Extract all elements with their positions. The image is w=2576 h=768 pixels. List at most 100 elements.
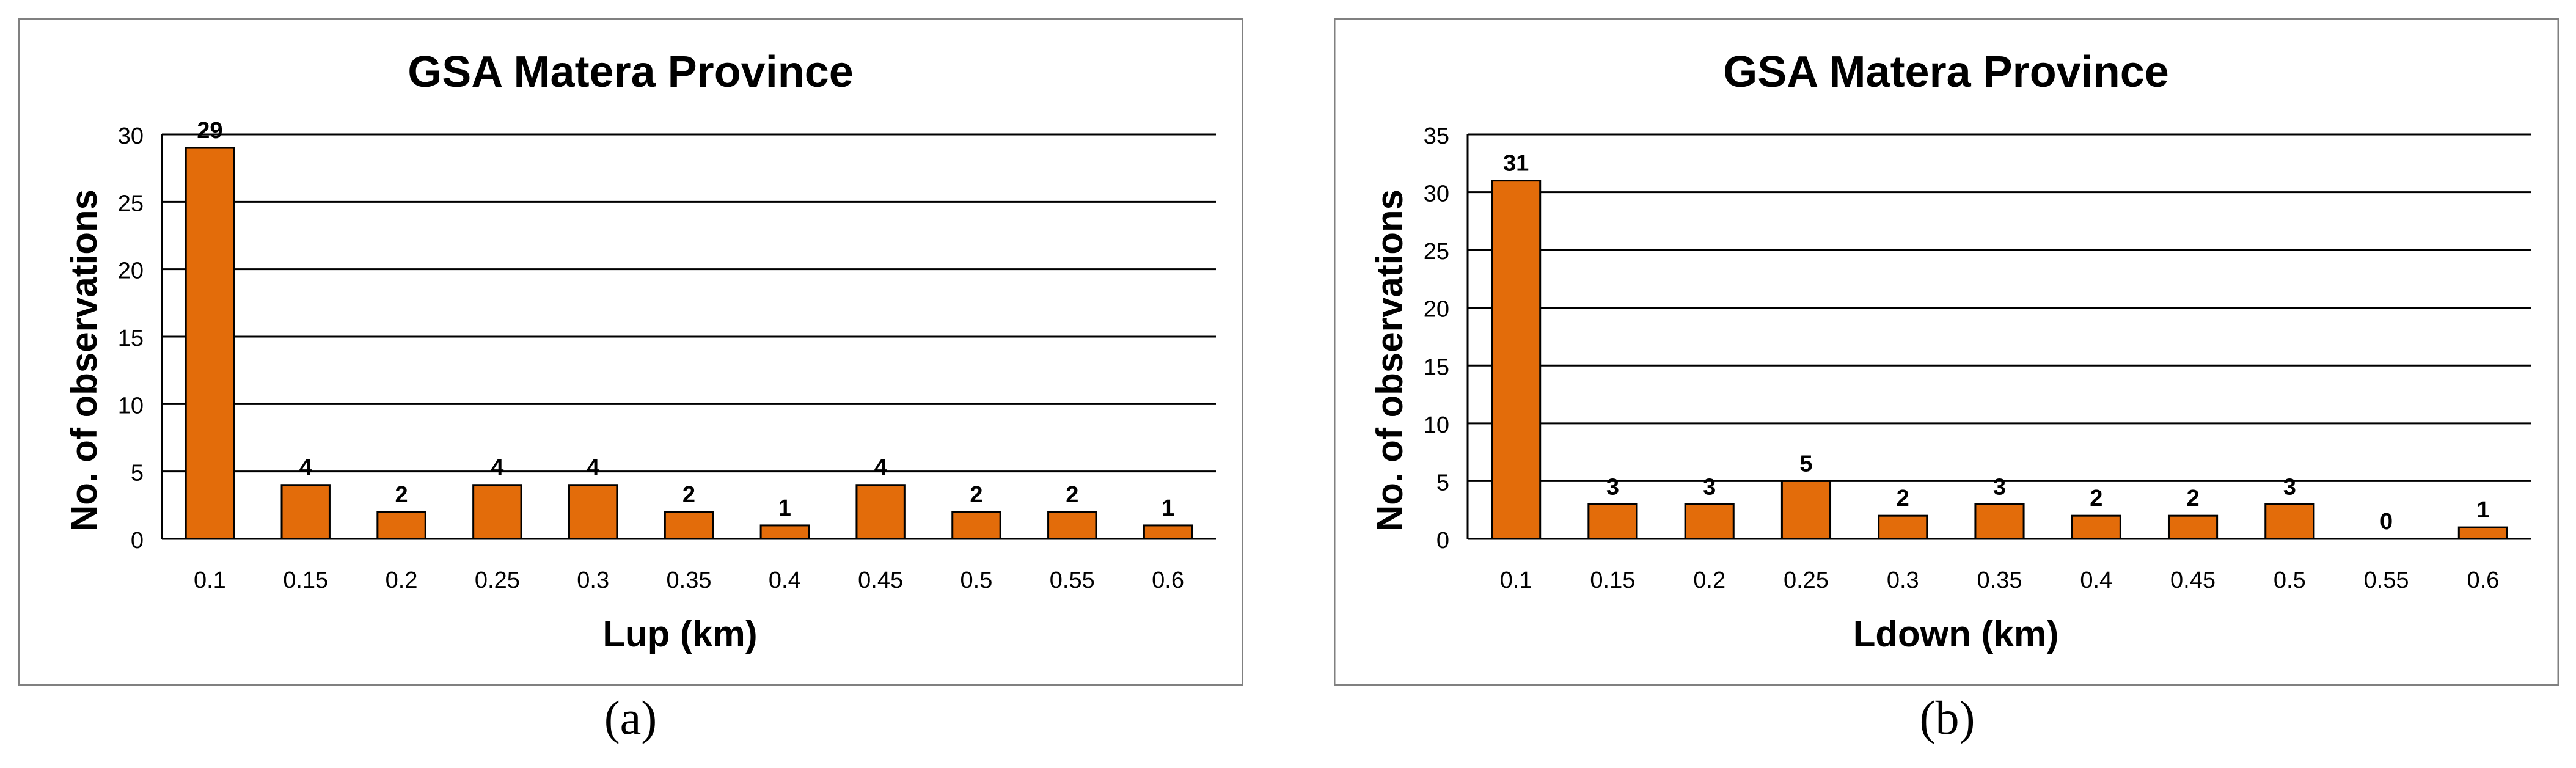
data-label: 3: [1703, 474, 1716, 500]
x-tick-label: 0.25: [475, 568, 520, 593]
bar: [664, 511, 714, 540]
y-tick-label: 20: [118, 258, 144, 284]
chart-title: GSA Matera Province: [1723, 48, 2169, 97]
x-tick-label: 0.1: [194, 568, 226, 593]
chart-a: GSA Matera Province No. of observations …: [18, 18, 1243, 686]
x-tick-label: 0.3: [577, 568, 609, 593]
x-tick-label: 0.15: [283, 568, 328, 593]
x-tick-label: 0.2: [1693, 568, 1725, 593]
y-tick-label: 30: [118, 123, 144, 149]
data-label: 2: [2090, 486, 2102, 511]
y-tick-label: 5: [1436, 470, 1449, 496]
y-tick-label: 10: [1424, 412, 1449, 438]
data-label: 31: [1503, 151, 1529, 177]
bar: [855, 484, 906, 540]
bar: [1684, 503, 1735, 540]
bar: [2071, 514, 2121, 540]
x-tick-label: 0.15: [1590, 568, 1635, 593]
x-tick-label: 0.6: [2467, 568, 2499, 593]
x-tick-label: 0.35: [1977, 568, 2022, 593]
x-tick-labels: 0.1 0.15 0.2 0.25 0.3 0.35 0.4 0.45 0.5 0.55 0.6: [194, 568, 1184, 593]
x-tick-labels: 0.1 0.15 0.2 0.25 0.3 0.35 0.4 0.45 0.5 0.55 0.6: [1500, 568, 2500, 593]
x-tick-label: 0.4: [769, 568, 801, 593]
bar: [1143, 524, 1193, 540]
x-tick-label: 0.6: [1152, 568, 1184, 593]
bar: [2167, 514, 2219, 540]
panel-label-b: (b): [1919, 691, 1975, 744]
y-tick-label: 20: [1424, 297, 1449, 323]
y-tick-label: 0: [131, 528, 144, 554]
x-tick-label: 0.3: [1887, 568, 1919, 593]
x-tick-label: 0.55: [2364, 568, 2409, 593]
data-label: 5: [1799, 451, 1812, 477]
data-label: 4: [874, 455, 887, 481]
data-label: 1: [2476, 497, 2489, 523]
data-label: 2: [682, 482, 695, 508]
data-label: 4: [491, 455, 503, 481]
y-axis-label: No. of observations: [64, 189, 104, 532]
y-tick-label: 35: [1424, 123, 1449, 149]
data-label: 2: [1066, 482, 1078, 508]
y-tick-label: 25: [118, 191, 144, 216]
x-tick-label: 0.2: [386, 568, 418, 593]
bar: [1974, 503, 2025, 540]
bar: [568, 484, 618, 540]
x-tick-label: 0.25: [1784, 568, 1829, 593]
y-tick-labels: 0 5 10 15 20 25 30: [118, 123, 144, 554]
bar: [2264, 503, 2315, 540]
x-tick-label: 0.5: [961, 568, 993, 593]
x-tick-label: 0.55: [1050, 568, 1095, 593]
bar: [1878, 514, 1928, 540]
x-tick-label: 0.4: [2080, 568, 2112, 593]
y-tick-label: 0: [1436, 528, 1449, 554]
bar: [376, 511, 426, 540]
data-labels: 31 3 3 5 2 3 2 2 3 0 1: [1503, 151, 2489, 535]
y-tick-labels: 0 5 10 15 20 25 30 35: [1424, 123, 1449, 554]
bar: [472, 484, 522, 540]
data-label: 2: [2186, 486, 2199, 511]
data-label: 3: [1606, 474, 1619, 500]
x-tick-label: 0.1: [1500, 568, 1532, 593]
bar: [951, 511, 1001, 540]
bar: [280, 484, 331, 540]
data-label: 0: [2380, 509, 2393, 535]
x-axis-label: Lup (km): [602, 613, 757, 654]
bar: [1780, 480, 1832, 540]
bar: [2457, 526, 2508, 540]
chart-title: GSA Matera Province: [408, 48, 854, 97]
bar: [1491, 180, 1542, 540]
panel-label-a: (a): [604, 691, 657, 744]
y-tick-label: 10: [118, 393, 144, 419]
bar: [759, 524, 810, 540]
y-axis-label: No. of observations: [1369, 189, 1410, 532]
y-tick-label: 15: [1424, 354, 1449, 380]
data-label: 4: [299, 455, 312, 481]
data-label: 2: [970, 482, 982, 508]
bar: [1587, 503, 1638, 540]
data-label: 2: [395, 482, 408, 508]
grid-lines: [162, 133, 1216, 540]
x-tick-label: 0.5: [2274, 568, 2306, 593]
data-label: 1: [1162, 496, 1174, 521]
data-label: 3: [1993, 474, 2006, 500]
x-tick-label: 0.45: [858, 568, 903, 593]
x-tick-label: 0.45: [2170, 568, 2216, 593]
y-tick-label: 25: [1424, 239, 1449, 265]
y-tick-label: 15: [118, 326, 144, 351]
data-label: 2: [1897, 486, 1909, 511]
bar: [185, 147, 235, 540]
data-label: 29: [197, 118, 222, 144]
bars: [185, 147, 1193, 540]
data-label: 1: [778, 496, 791, 521]
y-tick-label: 5: [131, 461, 144, 486]
bars: [1491, 180, 2508, 540]
y-tick-label: 30: [1424, 181, 1449, 207]
bar: [1047, 511, 1097, 540]
data-labels: 29 4 2 4 4 2 1 4 2 2 1: [197, 118, 1174, 521]
data-label: 3: [2283, 474, 2296, 500]
x-axis-label: Ldown (km): [1853, 613, 2059, 654]
chart-b: GSA Matera Province No. of observations …: [1334, 18, 2559, 686]
grid-lines: [1468, 133, 2531, 540]
data-label: 4: [587, 455, 599, 481]
x-tick-label: 0.35: [667, 568, 712, 593]
